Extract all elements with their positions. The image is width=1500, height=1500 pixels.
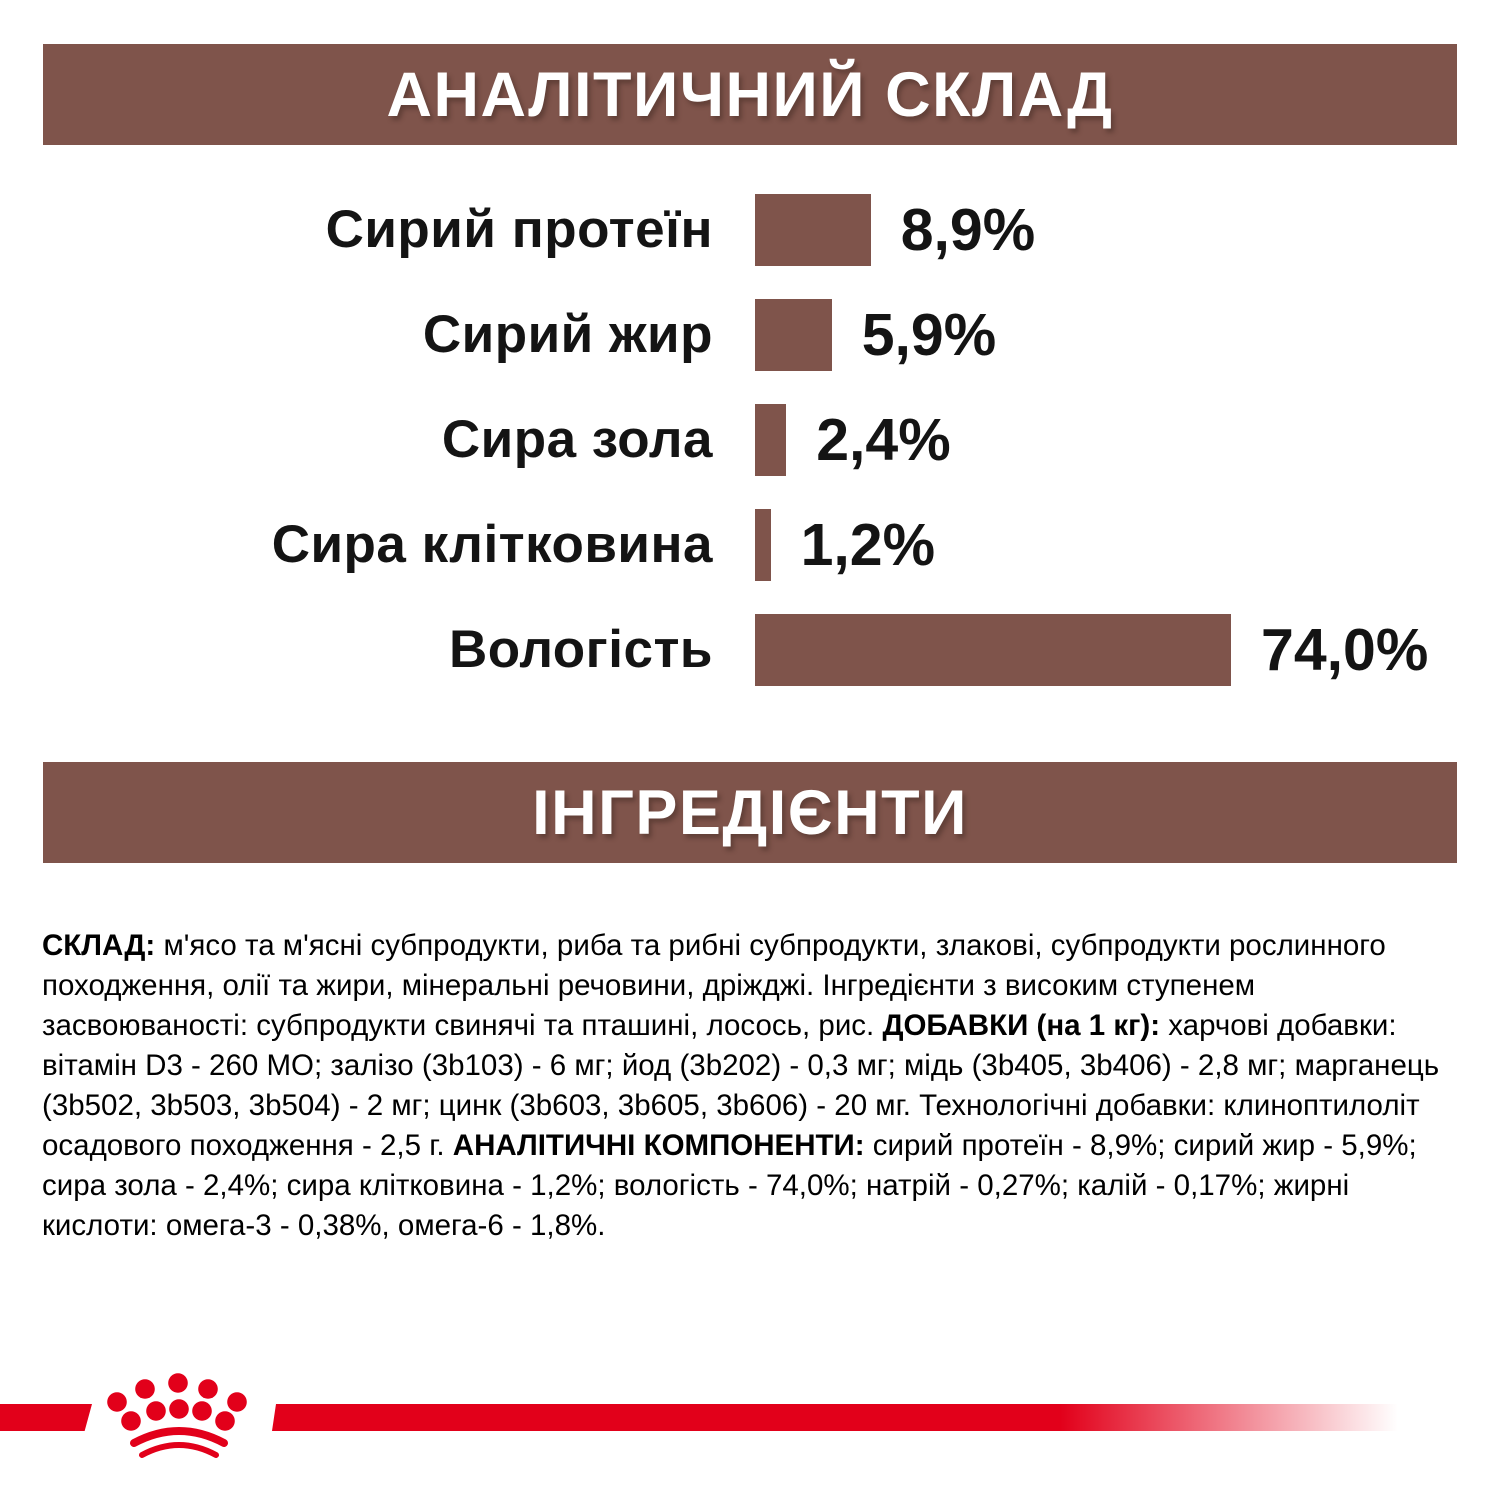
composition-bar [755, 508, 771, 581]
chart-row: Сирий жир 5,9% [0, 282, 1500, 387]
analytical-composition-title: АНАЛІТИЧНИЙ СКЛАД [386, 59, 1114, 130]
composition-heading: СКЛАД: [42, 928, 156, 962]
analytical-components-heading: АНАЛІТИЧНІ КОМПОНЕНТИ: [452, 1128, 865, 1162]
composition-bar [755, 193, 871, 266]
chart-row: Вологість 74,0% [0, 597, 1500, 702]
additives-heading: ДОБАВКИ (на 1 кг): [882, 1008, 1161, 1042]
composition-bar [755, 298, 832, 371]
composition-body: м'ясо та м'ясні субпродукти, риба та риб… [42, 928, 1386, 1042]
composition-bar [755, 403, 787, 476]
chart-row-value: 74,0% [1261, 616, 1429, 683]
red-stripe-left [0, 1404, 92, 1431]
chart-row-value: 1,2% [800, 511, 936, 578]
analytical-composition-banner: АНАЛІТИЧНИЙ СКЛАД [43, 44, 1457, 145]
additives-body: харчові добавки: вітамін D3 - 260 МО; за… [42, 1008, 1440, 1162]
chart-row: Сира зола 2,4% [0, 387, 1500, 492]
ingredients-banner: ІНГРЕДІЄНТИ [43, 762, 1457, 863]
chart-row-value: 2,4% [816, 406, 951, 473]
ingredients-title: ІНГРЕДІЄНТИ [532, 777, 968, 848]
royal-canin-crown-icon [107, 1373, 247, 1458]
composition-bar [755, 613, 1231, 686]
red-stripe-right [272, 1404, 1398, 1431]
ingredients-paragraph: СКЛАД: м'ясо та м'ясні субпродукти, риба… [42, 926, 1464, 1246]
chart-row-label: Сира клітковина [271, 515, 713, 574]
chart-row: Сирий протеїн 8,9% [0, 177, 1500, 282]
composition-chart: Сирий протеїн 8,9% Сирий жир 5,9% Сира з… [0, 177, 1500, 702]
chart-row-label: Сирий протеїн [325, 200, 713, 259]
chart-row-label: Сирий жир [422, 305, 713, 364]
analytical-components-body: сирий протеїн - 8,9%; сирий жир - 5,9%; … [42, 1128, 1417, 1242]
chart-row: Сира клітковина 1,2% [0, 492, 1500, 597]
chart-row-value: 8,9% [900, 196, 1036, 263]
chart-row-label: Сира зола [441, 410, 713, 469]
chart-row-label: Вологість [449, 620, 713, 679]
chart-row-value: 5,9% [861, 301, 997, 368]
